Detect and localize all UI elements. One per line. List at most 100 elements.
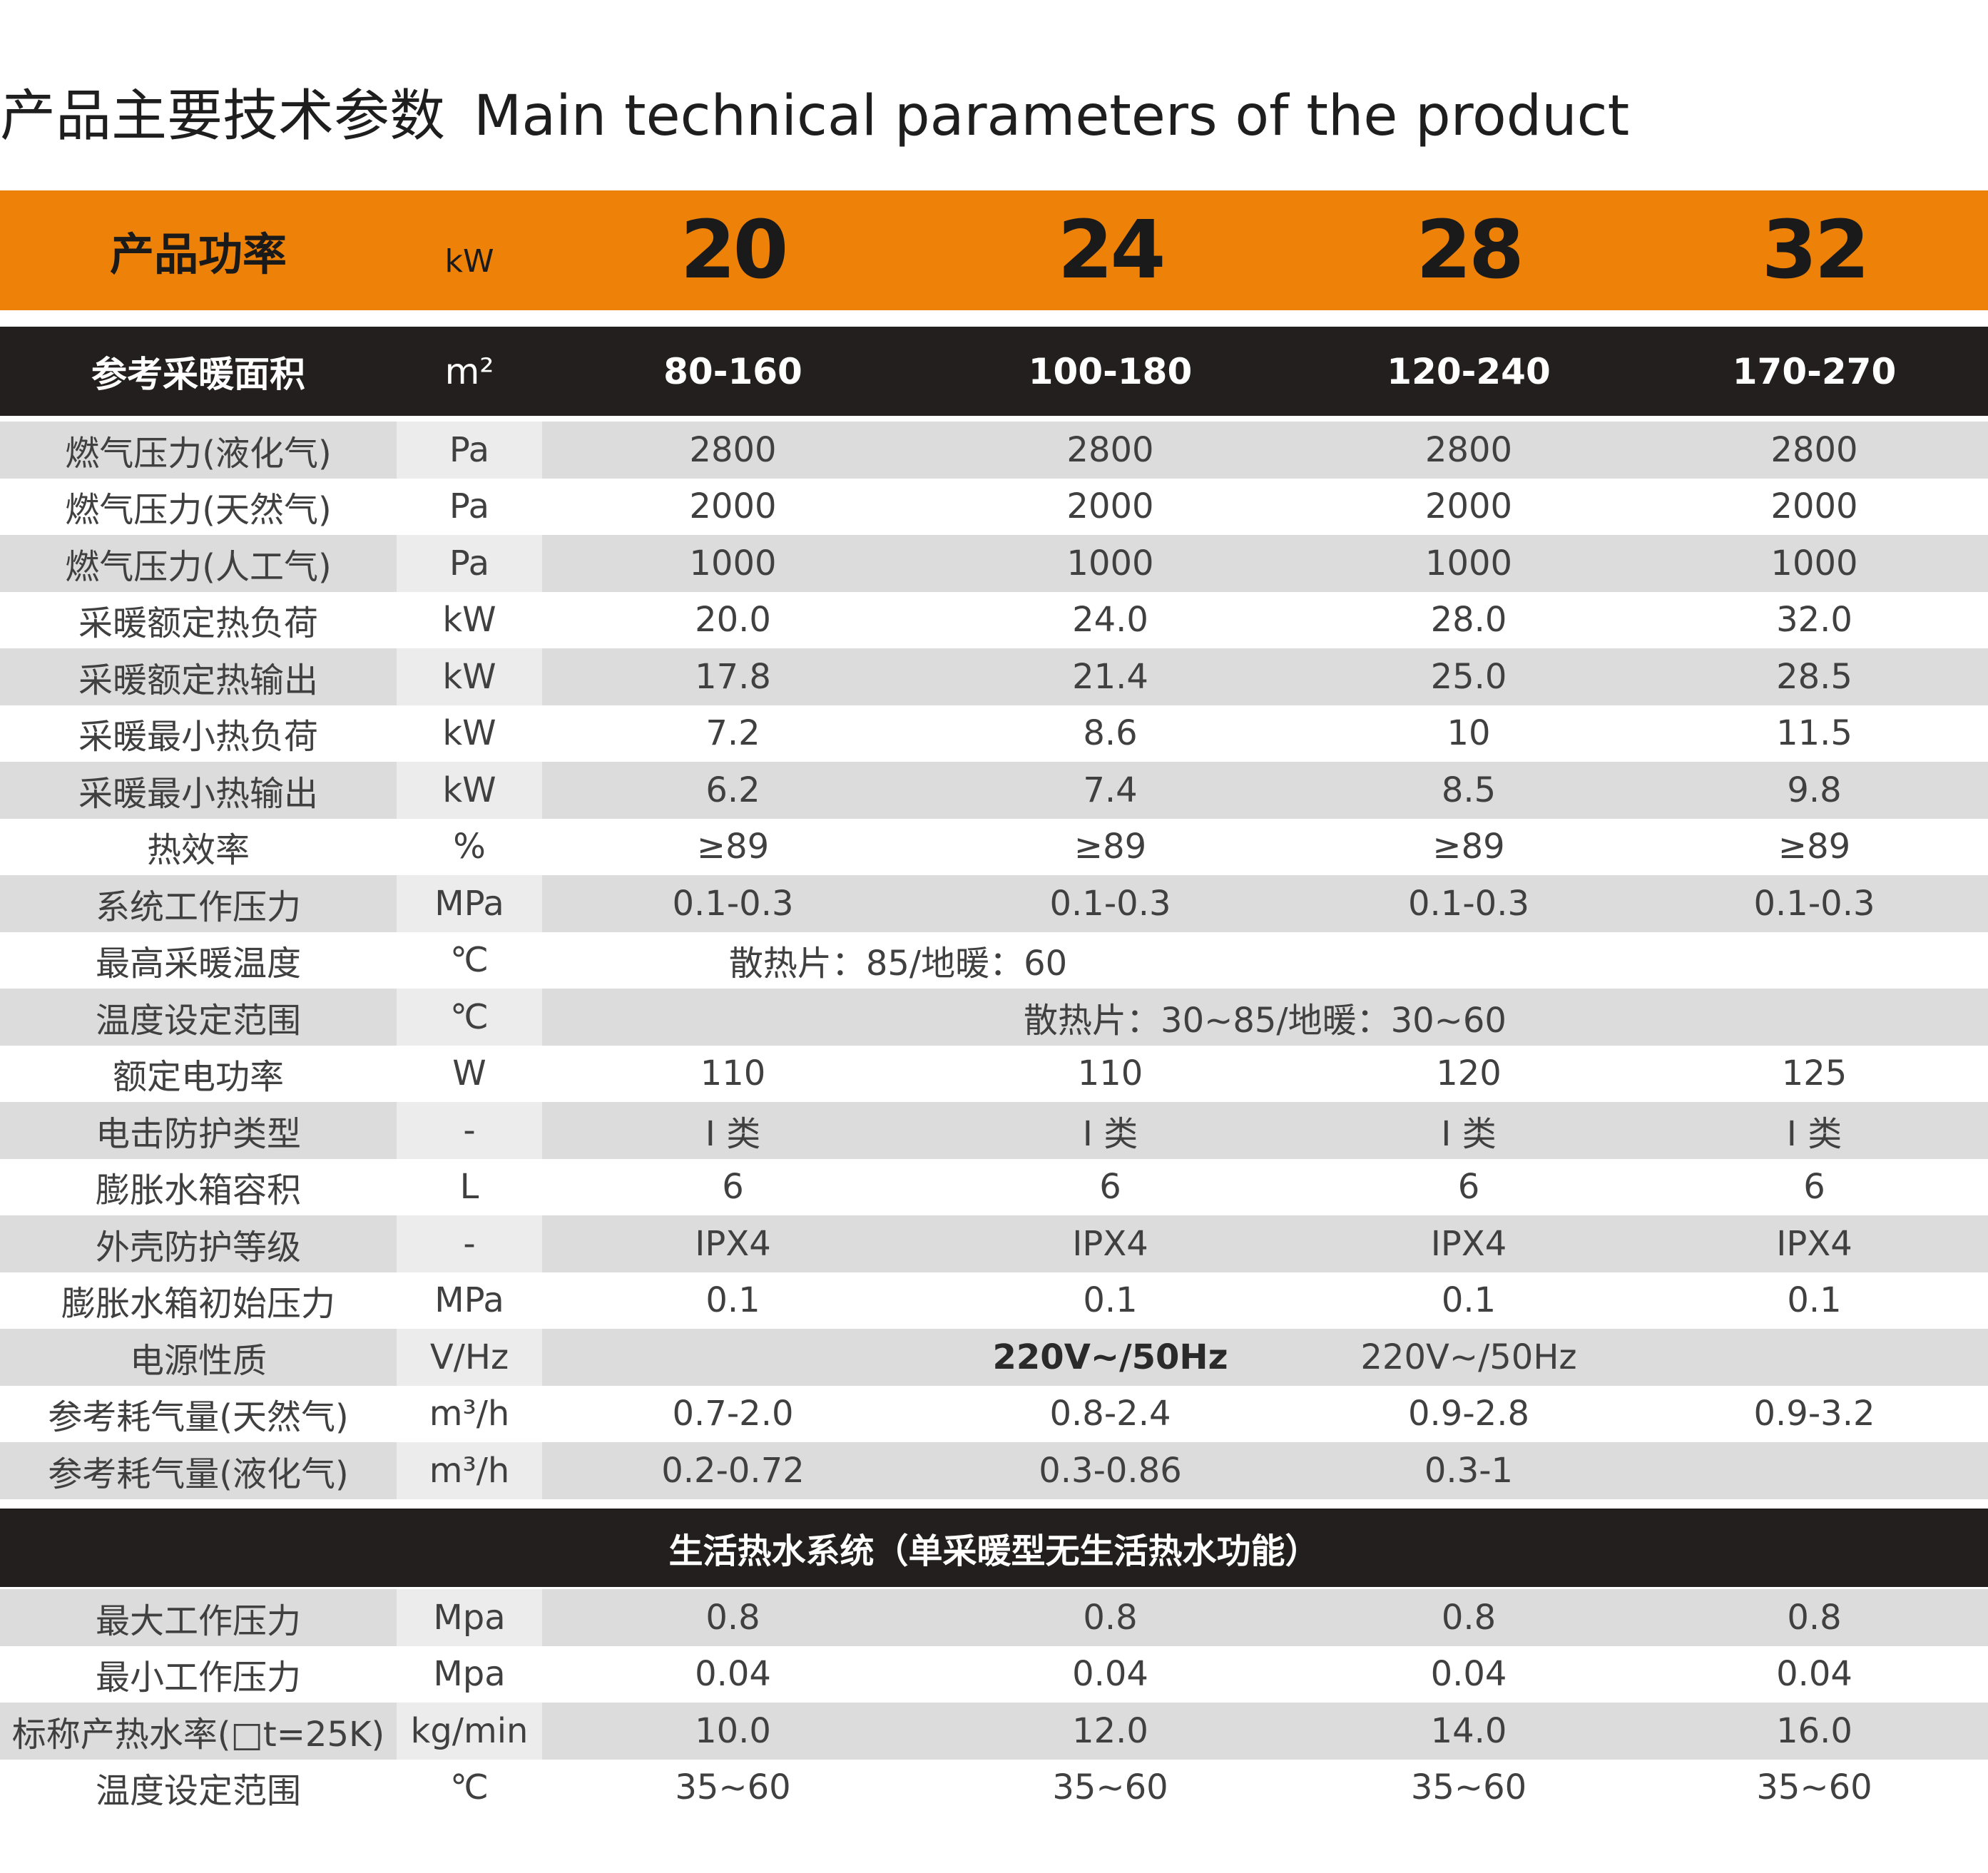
power-value: 20 [680, 204, 789, 297]
area-label: 参考采暖面积 [91, 353, 305, 395]
row-value: 0.1-0.3 [1049, 883, 1171, 924]
row-unit: MPa [397, 875, 542, 932]
row-value: 17.8 [695, 656, 771, 697]
row-value: 11.5 [1776, 713, 1852, 754]
title-en: Main technical parameters of the product [474, 84, 1630, 148]
row-unit: % [453, 827, 486, 867]
row-label: 参考耗气量(液化气) [48, 1454, 349, 1494]
row-value: 0.04 [695, 1654, 771, 1695]
row-value: 1000 [1424, 543, 1513, 583]
row-value: 28.0 [1430, 600, 1507, 641]
row-unit: Mpa [397, 1589, 542, 1646]
row-value: 0.04 [1430, 1654, 1507, 1695]
row-value: ≥89 [1074, 827, 1147, 867]
row-value: 1000 [689, 543, 777, 583]
table-row: 采暖最小热输出 kW 6.2 7.4 8.5 9.8 [0, 762, 1988, 819]
row-value: 8.5 [1441, 770, 1497, 810]
row-label: 系统工作压力 [95, 887, 301, 927]
row-value: 7.4 [1083, 770, 1138, 810]
row-value: 0.8 [705, 1597, 760, 1638]
row-value: 6 [1099, 1167, 1121, 1208]
table-row: 采暖最小热负荷 kW 7.2 8.6 10 11.5 [0, 705, 1988, 762]
power-label: 产品功率 [109, 228, 287, 280]
row-value: 25.0 [1430, 656, 1507, 697]
row-unit: m³/h [397, 1442, 542, 1499]
row-value: 0.04 [1072, 1654, 1148, 1695]
row-value: 2800 [1770, 429, 1858, 470]
area-value: 80-160 [663, 350, 802, 392]
row-value: 32.0 [1776, 600, 1852, 641]
row-unit: - [397, 1215, 542, 1272]
table-row: 额定电功率 W 110 110 120 125 [0, 1046, 1988, 1103]
table-row: 外壳防护等级 - IPX4 IPX4 IPX4 IPX4 [0, 1215, 1988, 1272]
row-value: 0.9-2.8 [1408, 1394, 1529, 1434]
row-value: 0.1-0.3 [1753, 883, 1875, 924]
row-unit: m³/h [429, 1394, 510, 1434]
row-value: 0.7-2.0 [672, 1394, 794, 1434]
row-unit: Mpa [433, 1654, 506, 1695]
row-value: 2800 [1424, 429, 1513, 470]
row-unit: kW [442, 600, 496, 641]
row-label: 电源性质 [129, 1340, 267, 1381]
power-value: 28 [1416, 204, 1524, 297]
row-value: 120 [1436, 1053, 1502, 1094]
row-label: 膨胀水箱容积 [95, 1170, 301, 1211]
row-value: 2800 [1066, 429, 1154, 470]
table-row: 电源性质 V/Hz 220V~/50Hz 220V~/50Hz [0, 1329, 1988, 1386]
row-label: 采暖最小热负荷 [78, 717, 318, 757]
table-row: 燃气压力(人工气) Pa 1000 1000 1000 1000 [0, 535, 1988, 592]
row-value: 2800 [689, 429, 777, 470]
row-label: 参考耗气量(天然气) [48, 1397, 349, 1438]
row-unit: kg/min [397, 1703, 542, 1760]
row-value: 0.8 [1083, 1597, 1138, 1638]
row-value: 12.0 [1072, 1710, 1148, 1751]
table-row: 膨胀水箱初始压力 MPa 0.1 0.1 0.1 0.1 [0, 1272, 1988, 1330]
row-label: 采暖额定热负荷 [78, 603, 318, 644]
row-value: 35~60 [1052, 1767, 1168, 1808]
table-row: 最高采暖温度 ℃ 散热片：85/地暖：60 [0, 932, 1988, 989]
row-value-span: 散热片：30~85/地暖：30~60 [1024, 1000, 1507, 1041]
area-value: 120-240 [1387, 350, 1551, 392]
row-label: 最高采暖温度 [95, 944, 301, 984]
row-value: 8.6 [1083, 713, 1138, 754]
row-value: 0.3-1 [1424, 1450, 1514, 1491]
row-unit: ℃ [450, 1767, 489, 1808]
row-value: 35~60 [1756, 1767, 1872, 1808]
row-value: I 类 [1441, 1113, 1497, 1154]
power-header-row: 产品功率 kW 20 24 28 32 [0, 190, 1988, 310]
row-value: 0.1 [1083, 1280, 1138, 1321]
row-value: 35~60 [1410, 1767, 1527, 1808]
table-row: 参考耗气量(液化气) m³/h 0.2-0.72 0.3-0.86 0.3-1 [0, 1442, 1988, 1499]
dhw-section-header: 生活热水系统（单采暖型无生活热水功能） [0, 1509, 1988, 1587]
area-value: 170-270 [1732, 350, 1897, 392]
row-label: 最小工作压力 [95, 1658, 301, 1698]
row-value: 0.9-3.2 [1753, 1394, 1875, 1434]
row-value: I 类 [1786, 1113, 1842, 1154]
row-value: 6 [1457, 1167, 1480, 1208]
row-value: 0.1 [705, 1280, 760, 1321]
table-row: 采暖额定热负荷 kW 20.0 24.0 28.0 32.0 [0, 592, 1988, 649]
row-value: 0.04 [1776, 1654, 1852, 1695]
row-value: 6 [1803, 1167, 1825, 1208]
row-label: 温度设定范围 [95, 1771, 301, 1812]
row-value: 2000 [1424, 486, 1513, 527]
table-row: 标称产热水率(□t=25K) kg/min 10.0 12.0 14.0 16.0 [0, 1703, 1988, 1760]
row-value: I 类 [705, 1113, 761, 1154]
row-value: 35~60 [675, 1767, 791, 1808]
area-unit: m² [444, 350, 494, 392]
row-label: 最大工作压力 [95, 1601, 301, 1641]
row-value: 220V~/50Hz [1360, 1337, 1577, 1377]
row-value: IPX4 [1430, 1223, 1507, 1264]
title-zh: 产品主要技术参数 [0, 84, 446, 148]
row-value [1641, 1329, 1988, 1386]
table-row: 电击防护类型 - I 类 I 类 I 类 I 类 [0, 1102, 1988, 1159]
row-unit: ℃ [450, 940, 489, 981]
row-unit: Pa [397, 422, 542, 479]
power-unit: kW [444, 243, 494, 280]
row-value: ≥89 [696, 827, 770, 867]
table-row: 最大工作压力 Mpa 0.8 0.8 0.8 0.8 [0, 1589, 1988, 1646]
row-value: 20.0 [695, 600, 771, 641]
table-row: 系统工作压力 MPa 0.1-0.3 0.1-0.3 0.1-0.3 0.1-0.3 [0, 875, 1988, 932]
power-value: 32 [1761, 204, 1870, 297]
row-value: 2000 [1770, 486, 1858, 527]
